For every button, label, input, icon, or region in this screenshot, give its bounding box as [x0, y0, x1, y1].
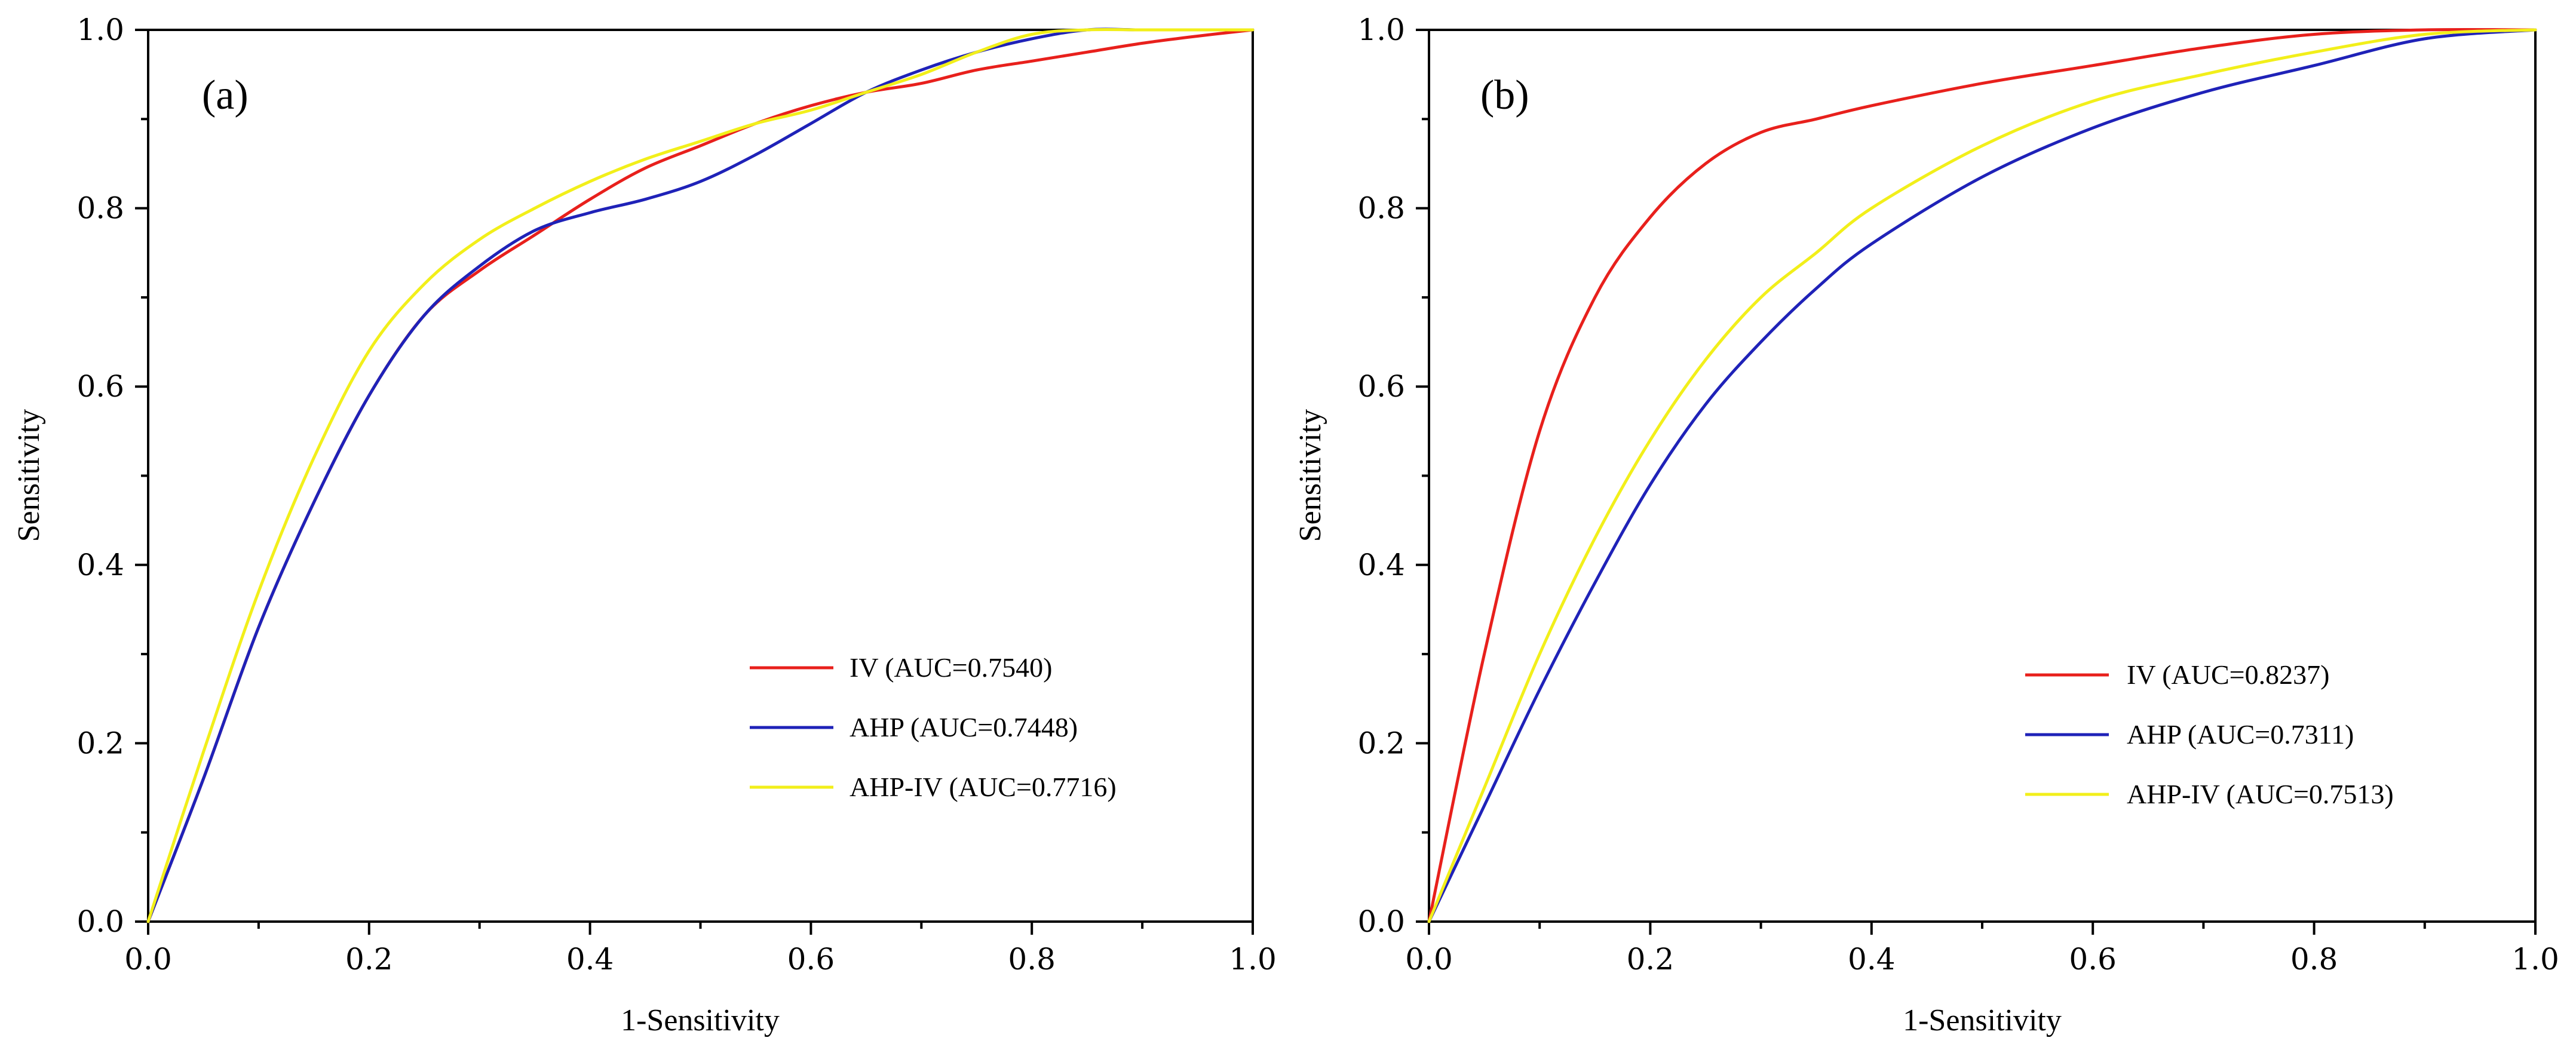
- x-tick-label: 1.0: [1229, 942, 1277, 977]
- panel-b: 0.0 0.2 0.4 0.6 0.8 1.0 0.0 0.2 0.4 0.6 0.8 1.0 1-…: [1293, 13, 2559, 1037]
- legend-label: AHP-IV (AUC=0.7513): [2127, 779, 2394, 809]
- y-tick-label: 0.0: [1357, 904, 1405, 939]
- x-tick-label: 0.8: [2290, 942, 2338, 977]
- roc-curve-series: [146, 27, 1255, 923]
- legend-label: AHP (AUC=0.7448): [850, 712, 1078, 742]
- legend-label: IV (AUC=0.7540): [850, 652, 1052, 683]
- tick-marks: [135, 29, 1254, 935]
- y-tick-label: 0.2: [76, 726, 124, 760]
- legend-label: AHP (AUC=0.7311): [2127, 719, 2354, 750]
- panel-label: (a): [202, 72, 249, 118]
- legend-label: AHP-IV (AUC=0.7716): [850, 772, 1117, 802]
- x-tick-label: 0.0: [124, 942, 172, 977]
- roc-curve-series: [1427, 28, 2537, 923]
- x-tick-label: 1.0: [2511, 942, 2559, 977]
- legend: IV (AUC=0.7540) AHP (AUC=0.7448) AHP-IV (A…: [750, 652, 1117, 802]
- x-tick-labels: 0.0 0.2 0.4 0.6 0.8 1.0: [124, 942, 1277, 977]
- x-tick-label: 0.6: [2069, 942, 2117, 977]
- y-tick-label: 0.8: [1357, 191, 1405, 226]
- roc-curves: [146, 27, 1255, 923]
- legend: IV (AUC=0.8237) AHP (AUC=0.7311) AHP-IV (A…: [2025, 659, 2394, 809]
- roc-curve-series: [1427, 27, 2537, 923]
- y-tick-label: 1.0: [76, 13, 124, 47]
- panel-a: 0.0 0.2 0.4 0.6 0.8 1.0 0.0 0.2 0.4 0.6 0.8 1.0 1-…: [12, 13, 1277, 1037]
- y-tick-label: 0.4: [76, 548, 124, 582]
- x-tick-labels: 0.0 0.2 0.4 0.6 0.8 1.0: [1405, 942, 2559, 977]
- x-tick-label: 0.4: [1848, 942, 1896, 977]
- x-axis-title: 1-Sensitivity: [1903, 1003, 2062, 1037]
- roc-curves: [1427, 27, 2537, 923]
- y-tick-label: 0.2: [1357, 726, 1405, 760]
- y-tick-label: 0.6: [76, 369, 124, 404]
- tick-marks: [1416, 29, 2537, 935]
- x-tick-label: 0.2: [345, 942, 393, 977]
- y-tick-label: 0.0: [76, 904, 124, 939]
- x-tick-label: 0.0: [1405, 942, 1453, 977]
- y-tick-label: 0.6: [1357, 369, 1405, 404]
- x-tick-label: 0.6: [787, 942, 835, 977]
- panel-label: (b): [1480, 72, 1529, 118]
- y-tick-labels: 0.0 0.2 0.4 0.6 0.8 1.0: [76, 13, 124, 939]
- x-tick-label: 0.2: [1627, 942, 1675, 977]
- y-tick-label: 1.0: [1357, 13, 1405, 47]
- roc-curve-series: [1427, 28, 2537, 923]
- legend-label: IV (AUC=0.8237): [2127, 659, 2329, 690]
- x-axis-title: 1-Sensitivity: [621, 1003, 780, 1037]
- x-tick-label: 0.8: [1008, 942, 1056, 977]
- y-tick-label: 0.4: [1357, 548, 1405, 582]
- x-tick-label: 0.4: [566, 942, 614, 977]
- roc-curve-series: [146, 27, 1255, 923]
- y-tick-labels: 0.0 0.2 0.4 0.6 0.8 1.0: [1357, 13, 1405, 939]
- y-axis-title: Sensitivity: [12, 409, 46, 542]
- y-tick-label: 0.8: [76, 191, 124, 226]
- y-axis-title: Sensitivity: [1293, 409, 1327, 542]
